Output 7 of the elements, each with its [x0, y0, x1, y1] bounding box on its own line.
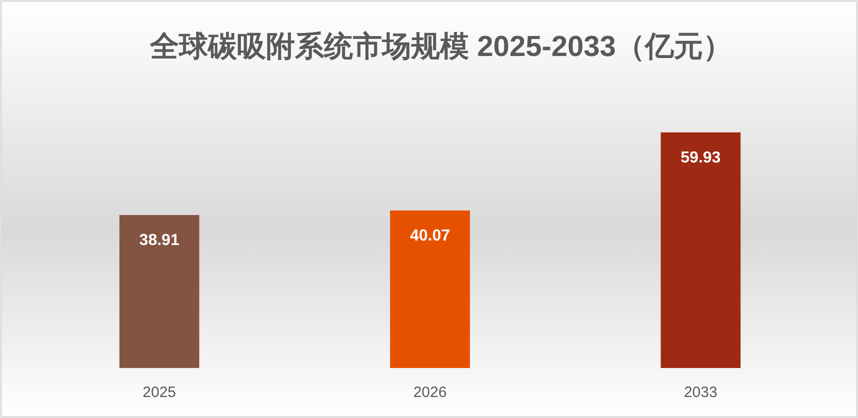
data-label: 38.91: [139, 232, 180, 250]
chart-title: 全球碳吸附系统市场规模 2025-2033（亿元）: [149, 30, 732, 63]
x-tick-label: 2025: [142, 384, 176, 401]
data-label: 40.07: [410, 227, 450, 244]
data-label: 59.93: [680, 149, 721, 166]
x-tick-label: 2033: [684, 384, 718, 401]
x-tick-label: 2026: [413, 384, 447, 401]
